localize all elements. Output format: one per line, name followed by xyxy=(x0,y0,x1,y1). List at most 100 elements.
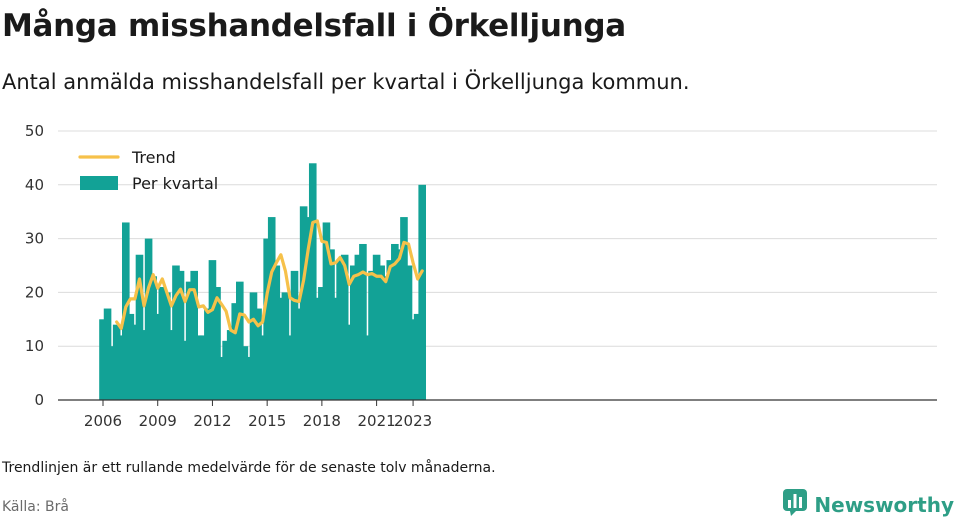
bar xyxy=(204,308,212,400)
trend-line xyxy=(115,219,424,335)
bar xyxy=(277,297,285,400)
bar xyxy=(236,281,244,400)
bar xyxy=(395,249,404,400)
bar xyxy=(249,292,258,400)
bar xyxy=(226,330,235,400)
bar xyxy=(377,265,385,400)
bar xyxy=(400,217,408,400)
bar xyxy=(368,270,376,400)
bar xyxy=(304,217,312,400)
bar xyxy=(322,222,331,400)
bar xyxy=(345,324,354,400)
bar xyxy=(126,313,135,400)
bar xyxy=(258,335,267,400)
y-tick-label: 10 xyxy=(25,337,44,355)
bar xyxy=(409,319,417,400)
bar xyxy=(135,254,144,400)
bar xyxy=(413,313,422,400)
x-tick-label: 2023 xyxy=(394,412,432,430)
x-tick-label: 2006 xyxy=(84,412,122,430)
y-tick-label: 30 xyxy=(25,230,44,248)
bar xyxy=(331,297,340,400)
bar xyxy=(308,163,317,400)
source-label: Källa: Brå xyxy=(2,499,69,515)
bar xyxy=(117,335,126,400)
bar xyxy=(185,281,194,400)
bar xyxy=(295,308,303,400)
bar xyxy=(131,324,139,400)
legend-bars-label: Per kvartal xyxy=(132,174,218,193)
bar xyxy=(391,243,399,400)
bar xyxy=(208,260,217,400)
bar xyxy=(404,265,413,400)
bar xyxy=(263,238,271,400)
bar xyxy=(181,340,189,400)
bar xyxy=(231,303,240,400)
chart-title: Många misshandelsfall i Örkelljunga xyxy=(2,8,626,44)
bar xyxy=(350,265,358,400)
bar xyxy=(158,287,167,400)
brand-name: Newsworthy xyxy=(814,492,954,517)
bar xyxy=(313,297,322,400)
bar-series xyxy=(99,163,426,400)
bar xyxy=(372,254,381,400)
bar xyxy=(363,335,372,400)
bar xyxy=(386,260,395,400)
x-tick-label: 2018 xyxy=(303,412,341,430)
legend-bars-swatch xyxy=(80,176,118,190)
bar xyxy=(213,287,221,400)
bar xyxy=(381,276,390,400)
bar xyxy=(267,217,276,400)
y-tick-label: 40 xyxy=(25,176,44,194)
bar xyxy=(190,270,198,400)
bar-chart-logo-icon xyxy=(782,488,808,521)
bar xyxy=(99,319,107,400)
bar xyxy=(281,292,290,400)
chart-subtitle: Antal anmälda misshandelsfall per kvarta… xyxy=(2,70,690,94)
x-tick-label: 2012 xyxy=(193,412,231,430)
bar xyxy=(290,270,299,400)
y-tick-label: 0 xyxy=(34,391,44,409)
bar xyxy=(172,265,180,400)
bar xyxy=(108,346,116,400)
bar xyxy=(299,206,308,400)
bar xyxy=(240,346,249,400)
footnote: Trendlinjen är ett rullande medelvärde f… xyxy=(2,460,496,476)
bar xyxy=(217,356,226,400)
bar xyxy=(318,287,326,400)
bar xyxy=(254,308,262,400)
x-tick-label: 2009 xyxy=(139,412,177,430)
bar xyxy=(222,340,230,400)
bar xyxy=(140,330,148,400)
bar xyxy=(167,330,176,400)
bar xyxy=(103,308,112,400)
legend-trend-label: Trend xyxy=(131,148,176,167)
bar xyxy=(153,313,162,400)
bar xyxy=(163,292,171,400)
bar xyxy=(144,238,153,400)
brand-logo: Newsworthy xyxy=(782,488,954,521)
bar xyxy=(340,254,349,400)
bar xyxy=(245,356,253,400)
bar xyxy=(112,324,121,400)
bar xyxy=(199,335,208,400)
bar xyxy=(418,184,426,400)
bar xyxy=(286,335,294,400)
y-tick-label: 50 xyxy=(25,122,44,140)
gridlines xyxy=(58,130,937,347)
bar xyxy=(327,249,335,400)
x-tick-label: 2015 xyxy=(248,412,286,430)
trend-series xyxy=(115,219,424,335)
bar xyxy=(149,276,157,400)
x-tick-label: 2021 xyxy=(358,412,396,430)
bar xyxy=(272,265,281,400)
bar xyxy=(336,260,344,400)
y-tick-label: 20 xyxy=(25,283,44,301)
bar xyxy=(354,254,363,400)
bar xyxy=(194,335,203,400)
bar xyxy=(359,243,367,400)
legend: Trend Per kvartal xyxy=(78,148,218,193)
bar xyxy=(176,270,185,400)
